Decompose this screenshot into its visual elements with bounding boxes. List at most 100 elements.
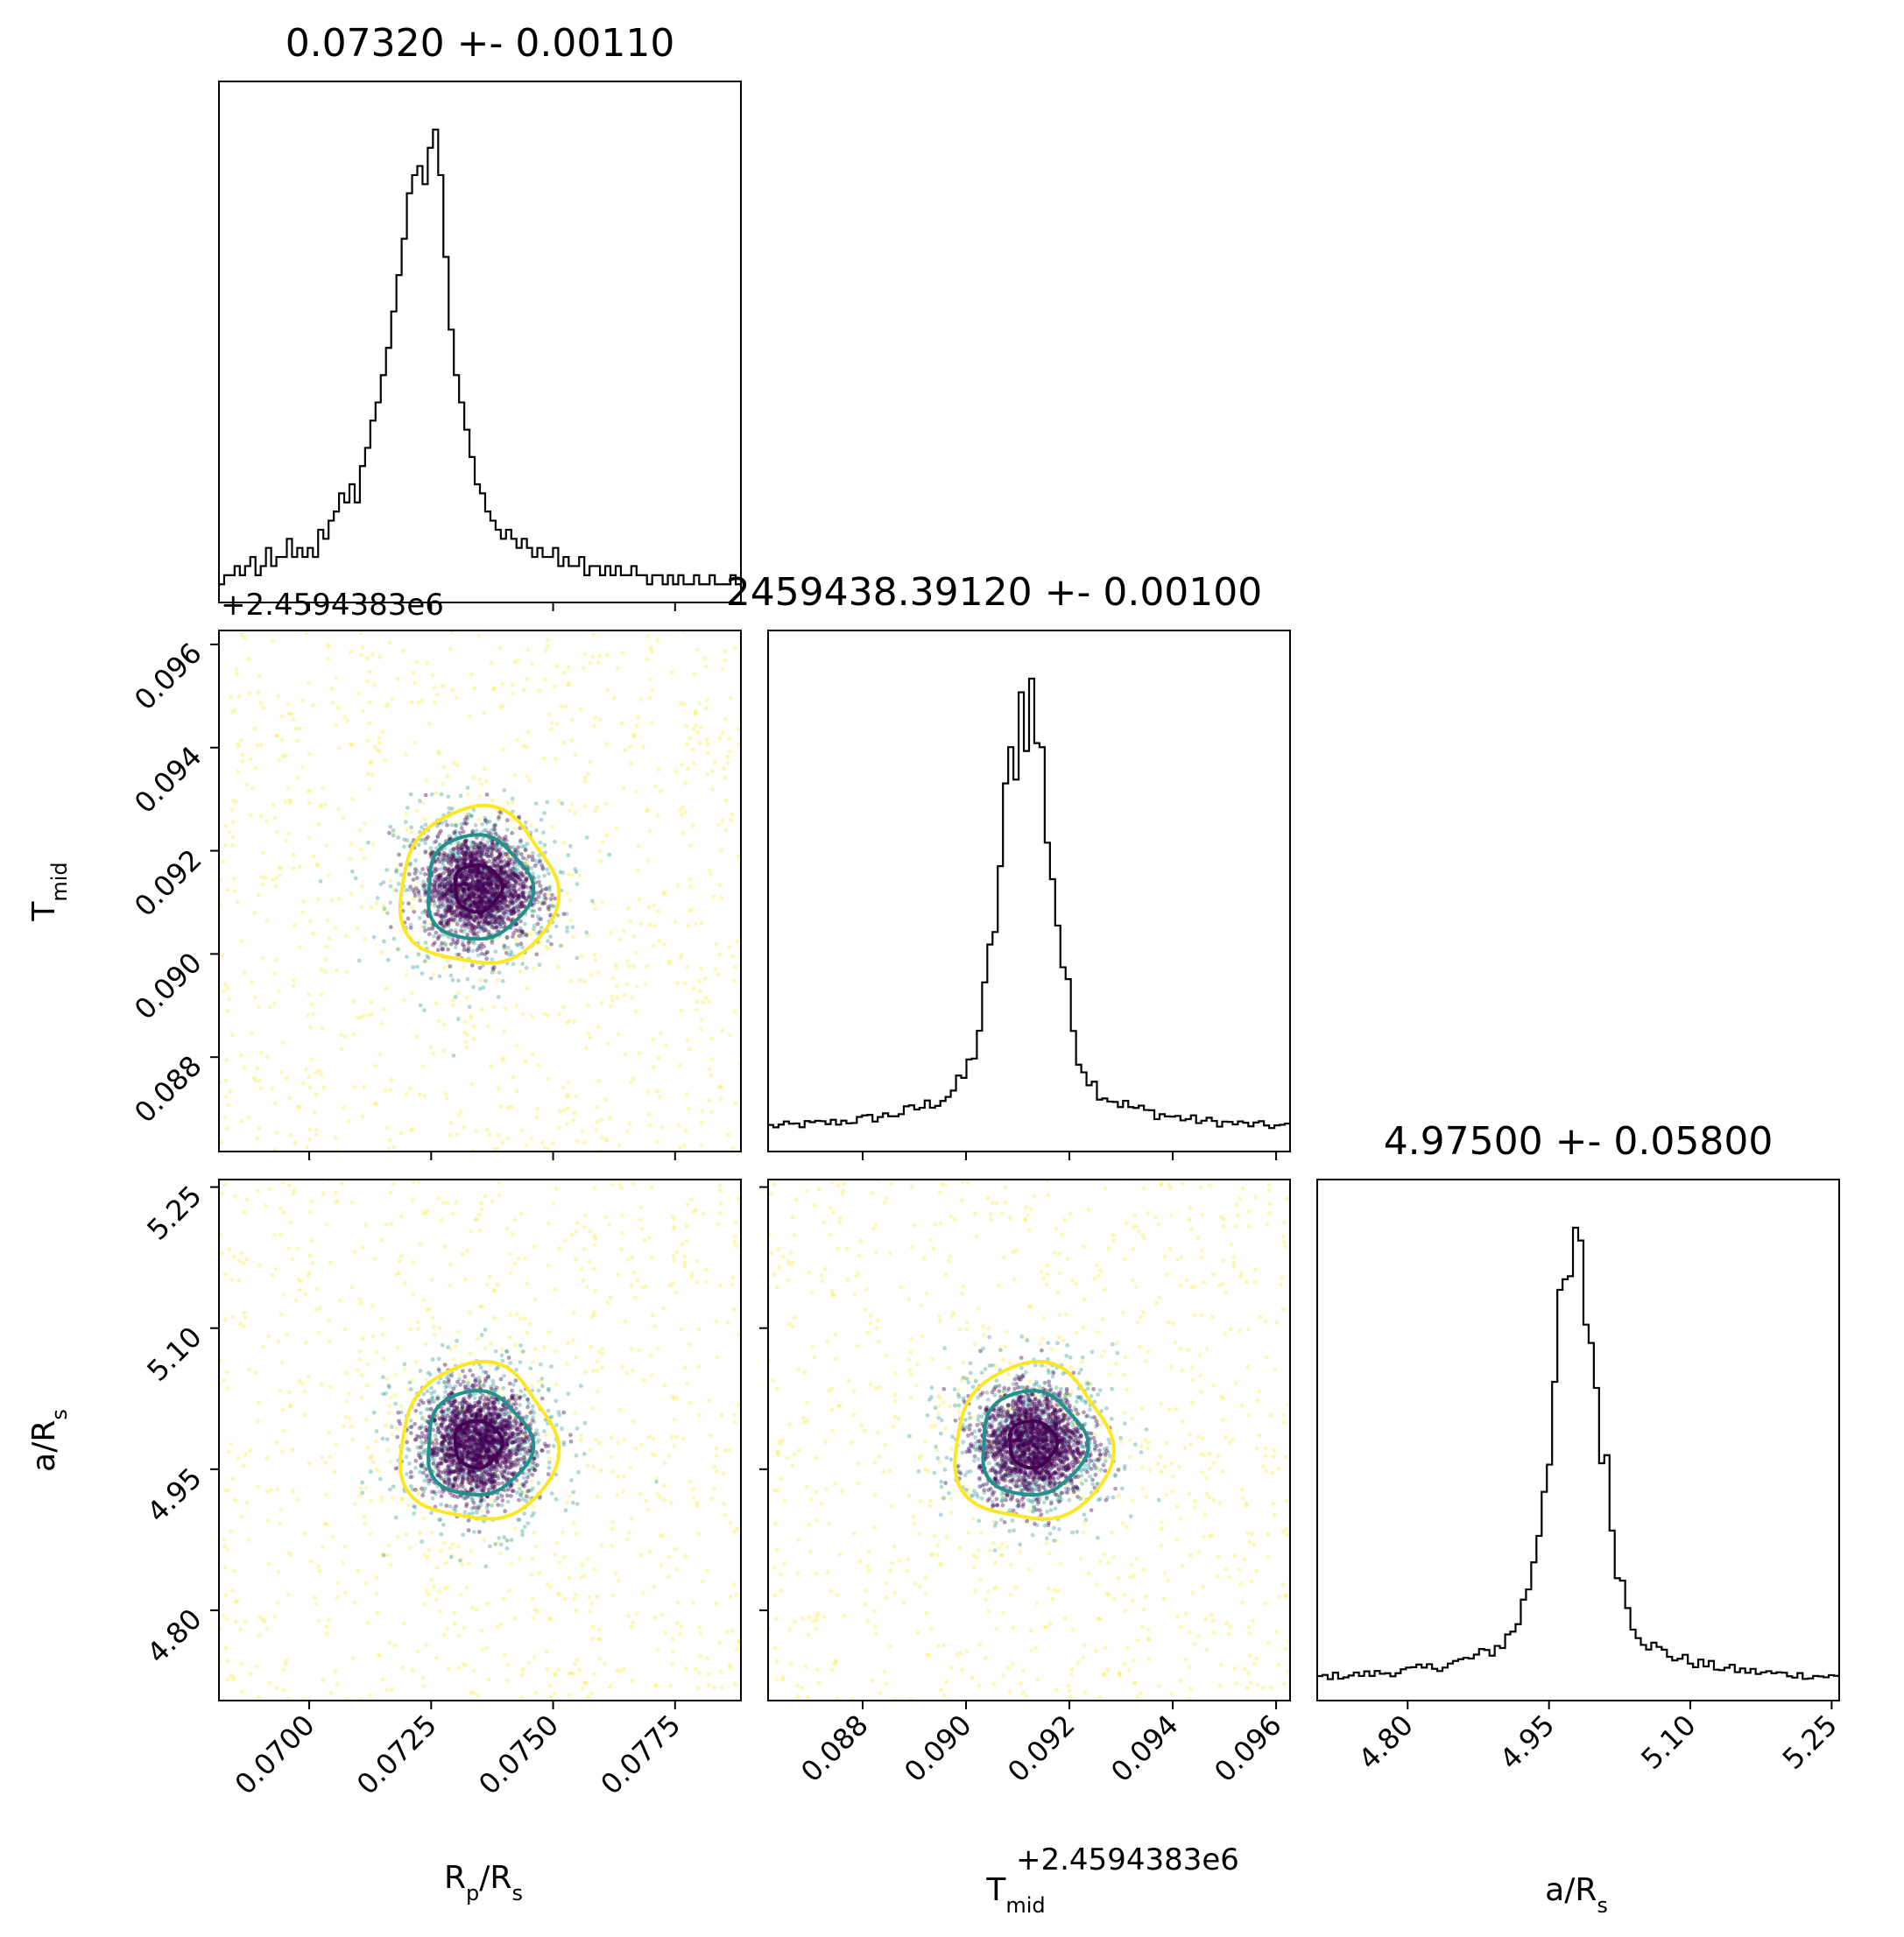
scatter-point (434, 1597, 439, 1602)
scatter-point (225, 1009, 230, 1013)
scatter-point (456, 1634, 462, 1638)
scatter-point (585, 1556, 590, 1561)
scatter-point (235, 1599, 240, 1604)
scatter-point (557, 1412, 562, 1418)
scatter-point (697, 989, 702, 994)
scatter-point (363, 1417, 369, 1422)
scatter-point (559, 704, 564, 709)
scatter-point (450, 850, 455, 856)
scatter-point (255, 1066, 259, 1071)
scatter-point (652, 1453, 658, 1458)
scatter-point (531, 1486, 535, 1491)
scatter-point (425, 660, 430, 666)
scatter-point (471, 1025, 476, 1029)
scatter-point (442, 866, 448, 871)
scatter-point (413, 1465, 418, 1470)
scatter-point (349, 869, 355, 874)
scatter-point (441, 884, 447, 889)
scatter-point (390, 1425, 394, 1429)
scatter-point (378, 1476, 383, 1482)
scatter-point (475, 905, 480, 911)
scatter-point (520, 955, 525, 961)
scatter-point (539, 817, 544, 822)
scatter-point (596, 1079, 601, 1083)
scatter-point (424, 1208, 429, 1214)
scatter-point (444, 920, 449, 926)
scatter-point (222, 1182, 228, 1187)
scatter-point (373, 1102, 377, 1106)
scatter-point (270, 1086, 275, 1091)
scatter-point (380, 1553, 385, 1557)
scatter-point (539, 1140, 545, 1145)
scatter-point (334, 968, 339, 973)
scatter-point (432, 1399, 437, 1404)
scatter-point (492, 891, 497, 897)
scatter-point (387, 1411, 391, 1415)
scatter-point (411, 1292, 416, 1296)
scatter-point (729, 817, 734, 822)
scatter-point (494, 910, 499, 915)
scatter-point (655, 814, 660, 818)
scatter-point (364, 1384, 370, 1388)
scatter-point (365, 738, 370, 743)
scatter-point (728, 1666, 733, 1670)
scatter-point (610, 1182, 615, 1187)
scatter-point (690, 748, 695, 752)
scatter-point (432, 866, 437, 871)
scatter-point (321, 1678, 326, 1683)
scatter-point (292, 1188, 296, 1193)
scatter-point (448, 907, 452, 912)
scatter-point (454, 908, 459, 913)
scatter-point (631, 963, 636, 968)
scatter-point (490, 1473, 495, 1478)
scatter-point (484, 821, 490, 826)
scatter-point (428, 846, 434, 850)
scatter-point (495, 842, 499, 847)
scatter-point (464, 845, 469, 849)
scatter-point (714, 1319, 719, 1324)
scatter-point (469, 903, 474, 908)
scatter-point (477, 887, 483, 892)
scatter-point (511, 1382, 516, 1387)
scatter-point (590, 1636, 596, 1641)
scatter-point (474, 879, 479, 884)
scatter-point (257, 1694, 261, 1700)
scatter-point (469, 875, 473, 880)
scatter-point (488, 938, 493, 943)
scatter-point (499, 860, 504, 864)
scatter-point (446, 898, 451, 903)
scatter-point (624, 1370, 629, 1375)
scatter-point (503, 907, 507, 912)
scatter-point (672, 1258, 677, 1263)
scatter-point (507, 1335, 512, 1340)
scatter-point (455, 1329, 460, 1335)
scatter-point (411, 887, 415, 892)
scatter-point (325, 918, 330, 922)
scatter-point (464, 874, 469, 879)
scatter-point (507, 1588, 511, 1594)
scatter-point (476, 844, 481, 849)
scatter-point (411, 1667, 415, 1673)
scatter-point (509, 876, 513, 881)
scatter-point (366, 1013, 371, 1018)
scatter-point (480, 876, 484, 881)
scatter-point (675, 1600, 681, 1605)
scatter-point (502, 1029, 506, 1034)
scatter-point (296, 1278, 301, 1282)
scatter-point (477, 879, 483, 884)
scatter-point (413, 893, 418, 898)
scatter-point (513, 873, 518, 878)
scatter-point (447, 908, 452, 913)
scatter-point (438, 893, 443, 898)
scatter-point (469, 1605, 475, 1609)
scatter-point (494, 1471, 498, 1476)
scatter-point (421, 1298, 427, 1302)
scatter-point (484, 914, 490, 919)
scatter-point (323, 957, 328, 961)
scatter-point (482, 881, 487, 886)
scatter-point (324, 944, 329, 948)
scatter-point (509, 949, 513, 954)
scatter-point (546, 1076, 551, 1081)
scatter-point (396, 835, 401, 840)
scatter-point (684, 723, 689, 729)
